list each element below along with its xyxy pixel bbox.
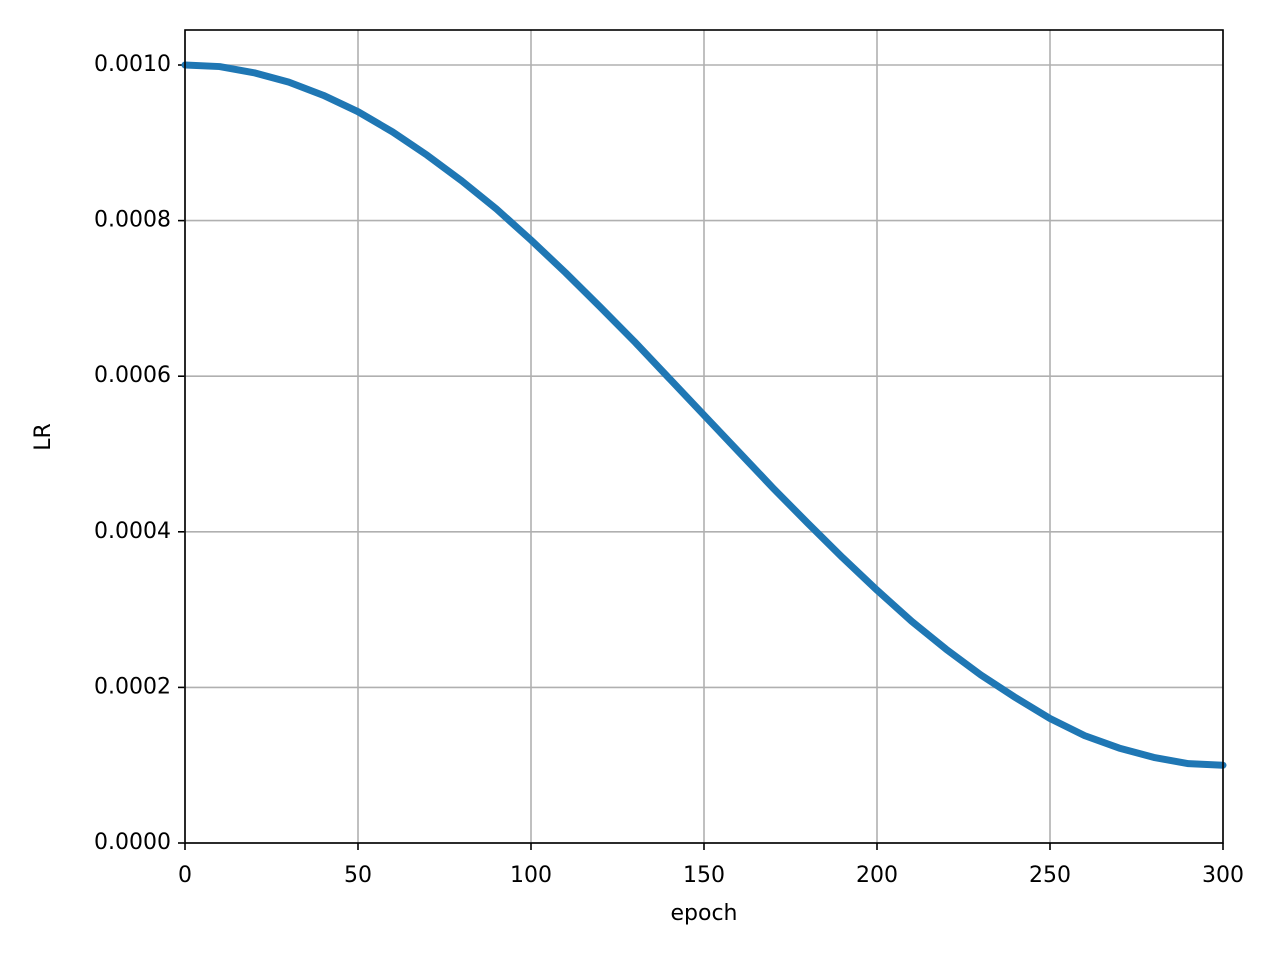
plot-frame xyxy=(184,29,1224,844)
y-tick-label: 0.0006 xyxy=(94,363,171,388)
y-tick-label: 0.0010 xyxy=(94,52,171,77)
x-tick-label: 300 xyxy=(1202,863,1244,888)
y-tick-label: 0.0002 xyxy=(94,674,171,699)
y-tick-label: 0.0000 xyxy=(94,830,171,855)
y-axis-label: LR xyxy=(31,423,56,451)
y-tick-label: 0.0004 xyxy=(94,519,171,544)
x-tick-label: 200 xyxy=(856,863,898,888)
x-tick-label: 0 xyxy=(178,863,192,888)
x-tick-label: 250 xyxy=(1029,863,1071,888)
x-tick-label: 150 xyxy=(683,863,725,888)
line xyxy=(181,61,1227,769)
x-axis-label: epoch xyxy=(671,901,738,926)
x-tick-label: 50 xyxy=(344,863,372,888)
y-tick-label: 0.0008 xyxy=(94,208,171,233)
x-tick-label: 100 xyxy=(510,863,552,888)
